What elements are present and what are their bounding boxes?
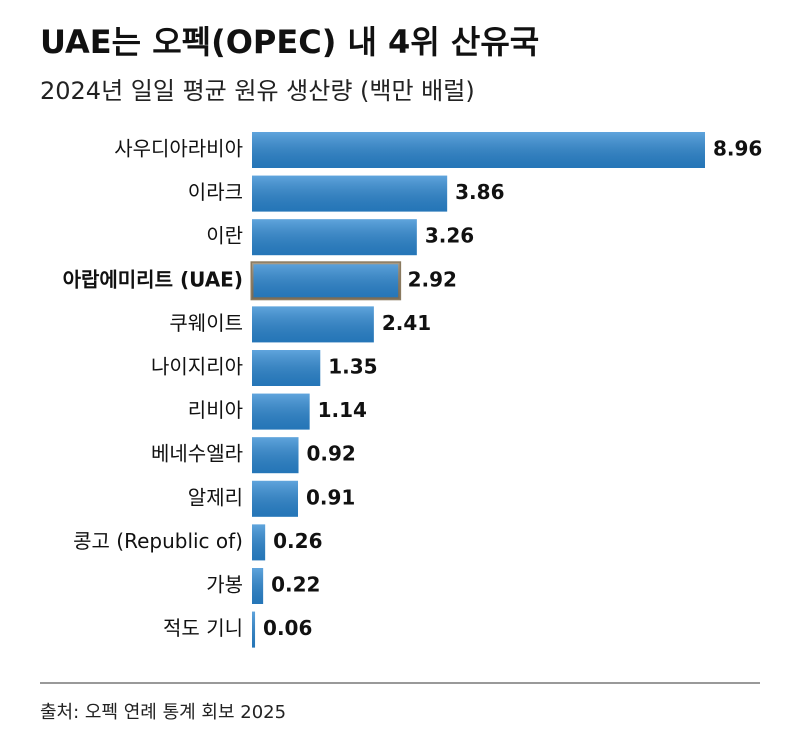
category-label: 가봉 bbox=[206, 573, 243, 597]
bar-shine bbox=[252, 262, 400, 299]
category-label: 적도 기니 bbox=[163, 616, 243, 640]
value-label: 2.41 bbox=[382, 311, 431, 335]
bar-shine bbox=[252, 393, 310, 430]
value-label: 0.22 bbox=[271, 573, 320, 597]
value-label: 8.96 bbox=[713, 137, 762, 161]
bar-shine bbox=[252, 611, 256, 648]
bar-shine bbox=[252, 524, 266, 561]
value-label: 3.86 bbox=[455, 180, 504, 204]
category-label: 사우디아라비아 bbox=[114, 137, 243, 161]
bar-shine bbox=[252, 437, 299, 474]
category-label: 이란 bbox=[206, 224, 243, 248]
category-label: 베네수엘라 bbox=[151, 442, 243, 466]
bar-shine bbox=[252, 219, 417, 256]
value-label: 0.92 bbox=[307, 442, 356, 466]
chart-title: UAE는 오펙(OPEC) 내 4위 산유국 bbox=[40, 23, 539, 61]
bar-shine bbox=[252, 175, 448, 212]
bar-shine bbox=[252, 480, 299, 517]
category-label: 리비아 bbox=[188, 398, 243, 422]
category-label: 아랍에미리트 (UAE) bbox=[63, 267, 243, 291]
value-label: 1.35 bbox=[328, 355, 377, 379]
category-label: 이라크 bbox=[188, 180, 243, 204]
category-label: 쿠웨이트 bbox=[169, 311, 243, 335]
value-label: 0.26 bbox=[273, 529, 322, 553]
category-label: 알제리 bbox=[188, 485, 243, 509]
value-label: 2.92 bbox=[408, 267, 457, 291]
bar-shine bbox=[252, 350, 321, 386]
source: 출처: 오펙 연례 통계 회보 2025 bbox=[40, 702, 286, 723]
chart-subtitle: 2024년 일일 평균 원유 생산량 (백만 배럴) bbox=[40, 77, 475, 105]
bar-shine bbox=[252, 132, 705, 168]
value-label: 3.26 bbox=[425, 224, 474, 248]
category-label: 나이지리아 bbox=[151, 355, 243, 379]
category-label: 콩고 (Republic of) bbox=[73, 529, 243, 553]
bar-shine bbox=[252, 568, 264, 604]
value-label: 0.06 bbox=[263, 616, 312, 640]
bar-shine bbox=[252, 306, 374, 343]
value-label: 0.91 bbox=[306, 485, 355, 509]
value-label: 1.14 bbox=[318, 398, 367, 422]
